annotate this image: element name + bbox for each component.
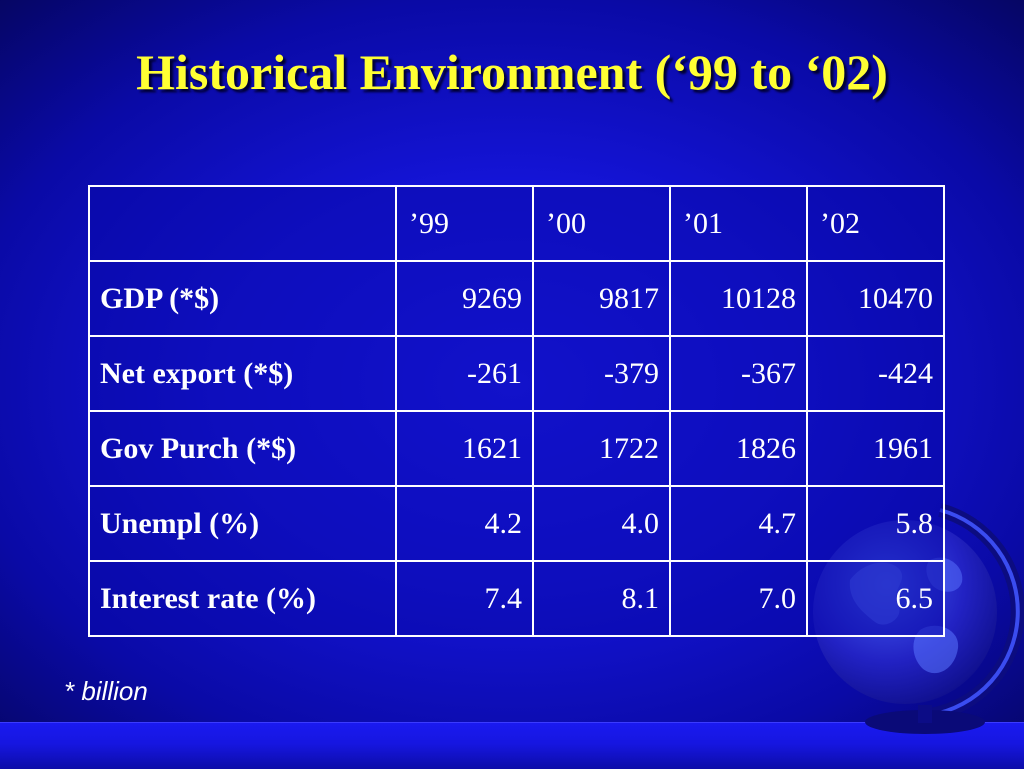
table-row: Net export (*$) -261 -379 -367 -424 <box>88 335 945 412</box>
table-row: Gov Purch (*$) 1621 1722 1826 1961 <box>88 410 945 487</box>
table-cell: 4.7 <box>669 485 808 562</box>
table-cell: 4.0 <box>532 485 671 562</box>
table-cell: 10470 <box>806 260 945 337</box>
table-cell: 6.5 <box>806 560 945 637</box>
table-cell: -424 <box>806 335 945 412</box>
column-header: ’99 <box>395 185 534 262</box>
table-cell: 4.2 <box>395 485 534 562</box>
table-header-row: ’99 ’00 ’01 ’02 <box>88 185 945 262</box>
table-cell: 9269 <box>395 260 534 337</box>
table-cell: 1961 <box>806 410 945 487</box>
table-cell: 7.0 <box>669 560 808 637</box>
table-cell: 1621 <box>395 410 534 487</box>
row-label: Net export (*$) <box>88 335 397 412</box>
footnote: * billion <box>64 676 148 706</box>
column-header: ’00 <box>532 185 671 262</box>
table-cell: -261 <box>395 335 534 412</box>
bottom-band <box>0 722 1024 769</box>
table-cell: 1826 <box>669 410 808 487</box>
column-header: ’01 <box>669 185 808 262</box>
table-cell: 9817 <box>532 260 671 337</box>
table-corner-cell <box>88 185 397 262</box>
table-cell: 5.8 <box>806 485 945 562</box>
row-label: GDP (*$) <box>88 260 397 337</box>
column-header: ’02 <box>806 185 945 262</box>
slide-title: Historical Environment (‘99 to ‘02) <box>136 44 888 100</box>
data-table: ’99 ’00 ’01 ’02 GDP (*$) 9269 9817 10128… <box>88 185 945 637</box>
table-cell: 7.4 <box>395 560 534 637</box>
table-cell: -367 <box>669 335 808 412</box>
table-row: Unempl (%) 4.2 4.0 4.7 5.8 <box>88 485 945 562</box>
row-label: Interest rate (%) <box>88 560 397 637</box>
row-label: Unempl (%) <box>88 485 397 562</box>
table-row: GDP (*$) 9269 9817 10128 10470 <box>88 260 945 337</box>
table-cell: 8.1 <box>532 560 671 637</box>
table-cell: 1722 <box>532 410 671 487</box>
table-cell: 10128 <box>669 260 808 337</box>
row-label: Gov Purch (*$) <box>88 410 397 487</box>
table-row: Interest rate (%) 7.4 8.1 7.0 6.5 <box>88 560 945 637</box>
table-cell: -379 <box>532 335 671 412</box>
